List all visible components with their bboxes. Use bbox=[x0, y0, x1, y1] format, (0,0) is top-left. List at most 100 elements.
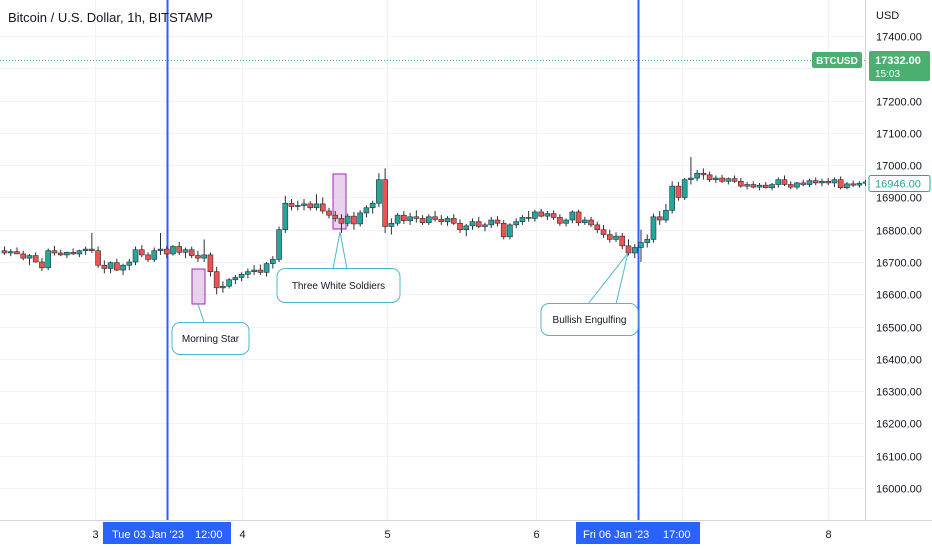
callout-bullish-engulfing-box bbox=[540, 303, 639, 336]
candle bbox=[64, 251, 70, 259]
candle-body bbox=[238, 273, 245, 278]
candle-body bbox=[151, 250, 158, 260]
candle bbox=[101, 260, 108, 274]
candle bbox=[95, 246, 101, 268]
candle bbox=[457, 219, 463, 233]
candle bbox=[326, 207, 332, 219]
candle bbox=[332, 210, 339, 222]
candle bbox=[794, 181, 800, 190]
candle-body bbox=[1, 250, 8, 254]
candle-body bbox=[394, 214, 401, 224]
candle bbox=[557, 214, 563, 226]
candle-body bbox=[426, 216, 432, 223]
candle bbox=[725, 177, 732, 185]
price-tick-label: 16200.00 bbox=[876, 419, 922, 431]
candle bbox=[114, 258, 120, 272]
candle bbox=[201, 239, 207, 262]
candle-body bbox=[163, 248, 170, 255]
callout-bullish-engulfing[interactable]: Bullish Engulfing bbox=[540, 252, 639, 336]
candle bbox=[812, 177, 819, 186]
candle-body bbox=[694, 172, 700, 179]
candle bbox=[245, 268, 251, 279]
time-marker-2-time: 17:00 bbox=[663, 529, 691, 541]
callout-morning-star[interactable]: Morning Star bbox=[171, 303, 250, 355]
candle-body bbox=[89, 248, 95, 251]
candle-body bbox=[563, 219, 569, 224]
candle-body bbox=[188, 249, 195, 256]
candle bbox=[831, 177, 838, 188]
candle-body bbox=[126, 261, 133, 266]
candle-body bbox=[245, 271, 251, 275]
candle-body bbox=[819, 180, 825, 184]
candle-body bbox=[513, 221, 519, 226]
candle bbox=[663, 203, 669, 223]
candle-body bbox=[276, 229, 282, 260]
candle bbox=[688, 157, 694, 185]
candle bbox=[769, 182, 775, 191]
candle bbox=[107, 261, 114, 274]
candle bbox=[195, 250, 201, 262]
candle bbox=[450, 214, 457, 225]
candle-body bbox=[82, 248, 89, 251]
candle-body bbox=[675, 185, 682, 198]
candle bbox=[469, 218, 476, 230]
candle bbox=[775, 177, 782, 188]
candle-body bbox=[369, 202, 376, 209]
candle bbox=[276, 226, 282, 262]
candle-body bbox=[837, 179, 844, 189]
candle-body bbox=[844, 183, 850, 189]
time-marker-2-date: Fri 06 Jan '23 bbox=[583, 529, 649, 541]
bullish-engulfing-label: Bullish Engulfing bbox=[553, 315, 627, 326]
candle bbox=[606, 229, 613, 243]
candle bbox=[138, 245, 145, 258]
candle bbox=[120, 263, 126, 275]
morning-star-label: Morning Star bbox=[182, 334, 240, 345]
candle bbox=[407, 212, 413, 225]
price-tick-label: 16700.00 bbox=[876, 258, 922, 270]
candle bbox=[145, 252, 151, 262]
candle bbox=[438, 215, 445, 225]
candle-body bbox=[301, 203, 307, 206]
candle-body bbox=[656, 216, 663, 221]
candle-body bbox=[313, 203, 320, 209]
candle bbox=[463, 223, 470, 237]
candle-body bbox=[326, 210, 332, 216]
cursor-price-value: 16946.00 bbox=[875, 179, 921, 191]
candle bbox=[819, 178, 825, 187]
candle-body bbox=[363, 207, 370, 214]
candle-body bbox=[463, 225, 470, 231]
candle-body bbox=[482, 224, 488, 227]
candle bbox=[1, 246, 8, 255]
candle-body bbox=[220, 285, 226, 289]
time-tick-label: 6 bbox=[533, 529, 539, 541]
price-tick-label: 16300.00 bbox=[876, 387, 922, 399]
callout-bullish-engulfing-pointer bbox=[587, 252, 629, 305]
candle bbox=[731, 175, 738, 183]
price-scale[interactable] bbox=[866, 0, 932, 520]
candle bbox=[494, 216, 501, 227]
candle-body bbox=[70, 252, 76, 255]
candle bbox=[488, 216, 495, 229]
candle-body bbox=[731, 178, 738, 182]
candle-body bbox=[762, 184, 769, 189]
candle-body bbox=[207, 254, 214, 272]
candle-body bbox=[606, 234, 613, 240]
candle bbox=[532, 209, 538, 222]
candle bbox=[76, 249, 83, 258]
candle bbox=[176, 241, 183, 255]
price-ticks: 17400.0017300.0017200.0017100.0017000.00… bbox=[876, 32, 922, 496]
candle bbox=[157, 232, 164, 255]
candle bbox=[594, 221, 601, 233]
candle-body bbox=[525, 217, 532, 219]
price-tick-label: 16000.00 bbox=[876, 484, 922, 496]
candle bbox=[382, 168, 388, 233]
callout-three-white-soldiers[interactable]: Three White Soldiers bbox=[276, 231, 401, 303]
candle-body bbox=[45, 250, 51, 269]
candle bbox=[294, 200, 301, 211]
candle bbox=[419, 215, 426, 225]
candle-body bbox=[669, 185, 675, 211]
candle-body bbox=[176, 246, 183, 253]
candle bbox=[800, 179, 807, 187]
candle bbox=[756, 182, 763, 191]
